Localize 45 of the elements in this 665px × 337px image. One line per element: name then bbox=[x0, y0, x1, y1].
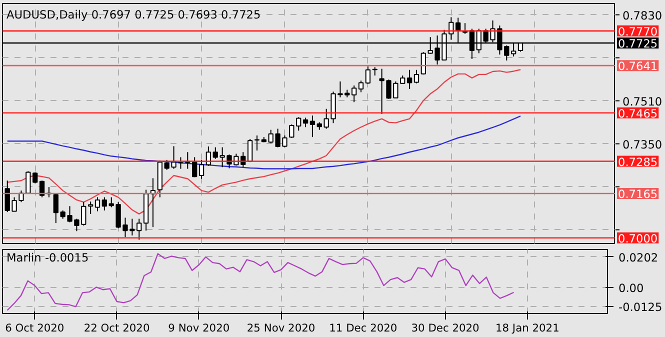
candlestick bbox=[18, 190, 24, 203]
candlestick bbox=[358, 80, 364, 93]
candlestick bbox=[414, 69, 420, 84]
chart-title: AUDUSD,Daily 0.7697 0.7725 0.7693 0.7725 bbox=[6, 8, 261, 22]
candlestick bbox=[372, 66, 378, 76]
candlestick bbox=[351, 84, 357, 103]
candlestick bbox=[88, 201, 94, 214]
x-tick-label: 9 Nov 2020 bbox=[168, 322, 230, 334]
candlestick bbox=[254, 134, 260, 152]
ref-line-label: 0.7000 bbox=[618, 231, 658, 246]
candlestick bbox=[310, 115, 316, 138]
y-tick-label: 0.7830 bbox=[622, 8, 662, 22]
candlestick bbox=[26, 170, 31, 194]
candlestick bbox=[289, 124, 294, 138]
line-series bbox=[6, 69, 522, 215]
x-tick-label: 18 Jan 2021 bbox=[495, 322, 560, 334]
y-tick-label: 0.7510 bbox=[622, 94, 662, 108]
ref-line-label: 0.7465 bbox=[618, 106, 658, 120]
candlestick bbox=[296, 116, 302, 132]
candlestick bbox=[365, 66, 371, 84]
ref-line-label: 0.7165 bbox=[618, 187, 658, 202]
line-series bbox=[6, 253, 514, 311]
candlestick bbox=[198, 159, 204, 180]
y-tick-label: -0.0125 bbox=[618, 300, 662, 314]
candlestick bbox=[39, 180, 45, 198]
y-tick-label: 0.0202 bbox=[618, 250, 658, 264]
candlestick bbox=[302, 117, 308, 128]
x-tick-label: 22 Oct 2020 bbox=[84, 322, 150, 334]
candlestick bbox=[94, 196, 100, 212]
candlestick bbox=[102, 196, 108, 211]
candlestick bbox=[406, 69, 412, 90]
y-tick-label: 0.7350 bbox=[622, 137, 662, 152]
candlestick bbox=[192, 156, 198, 178]
ref-line-label: 0.7641 bbox=[618, 59, 658, 74]
x-tick-label: 11 Dec 2020 bbox=[329, 322, 398, 334]
ref-line-label: 0.7725 bbox=[618, 36, 658, 51]
y-tick-label: 0.00 bbox=[618, 281, 644, 296]
candlestick bbox=[420, 52, 426, 75]
x-tick-label: 25 Nov 2020 bbox=[246, 322, 316, 334]
ref-line-label: 0.7285 bbox=[618, 154, 658, 169]
x-tick-label: 30 Dec 2020 bbox=[411, 322, 480, 334]
chart-title: Marlin -0.0015 bbox=[6, 250, 89, 264]
candlestick bbox=[448, 16, 454, 40]
ref-line-label: 0.7770 bbox=[618, 24, 658, 38]
x-tick-label: 6 Oct 2020 bbox=[5, 322, 64, 334]
